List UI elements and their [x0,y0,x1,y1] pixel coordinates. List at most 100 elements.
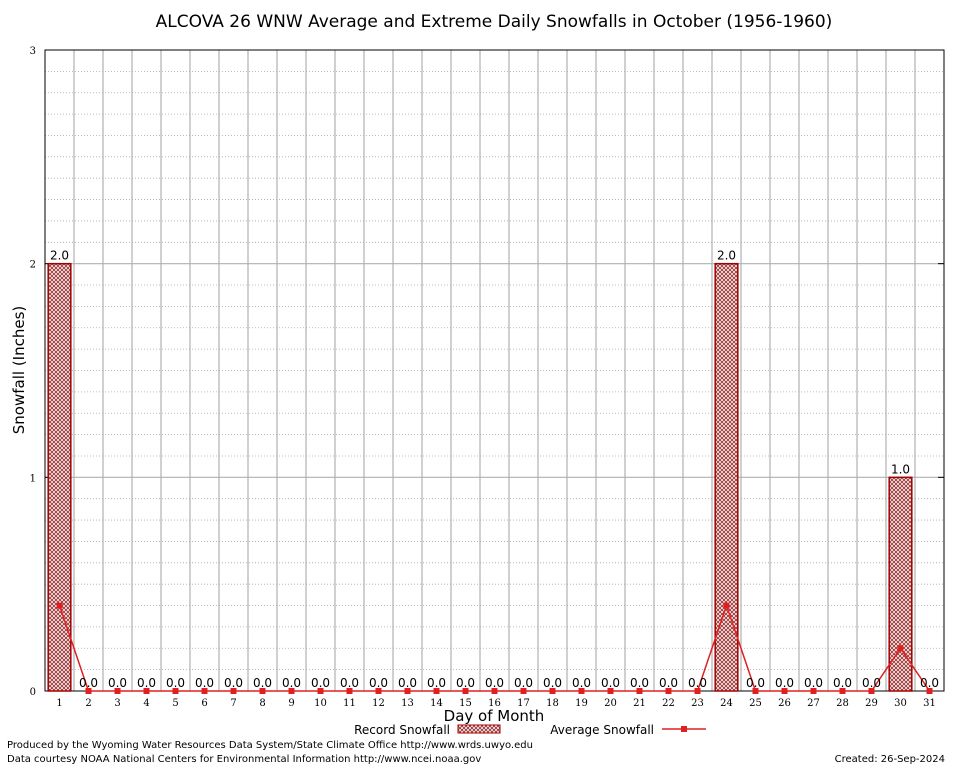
x-tick-label: 16 [488,698,501,709]
record-bar [714,262,739,692]
x-tick-label: 24 [720,698,733,709]
average-point [375,688,382,694]
bar-value-label: 0.0 [630,676,649,690]
average-point [665,688,672,694]
bar-value-label: 2.0 [50,249,69,263]
footer-credit-2: Data courtesy NOAA National Centers for … [7,754,481,765]
bar-value-label: 0.0 [543,676,562,690]
average-point [259,688,266,694]
bar-value-label: 0.0 [804,676,823,690]
x-tick-label: 6 [201,698,207,709]
average-point [926,688,933,694]
bar-value-label: 0.0 [833,676,852,690]
x-tick-label: 26 [778,698,791,709]
legend-average-marker [681,726,687,732]
x-tick-label: 7 [230,698,236,709]
x-tick-label: 27 [807,698,820,709]
x-tick-label: 8 [259,698,265,709]
x-tick-label: 10 [314,698,327,709]
x-tick-label: 25 [749,698,762,709]
bar-value-label: 0.0 [137,676,156,690]
bar-value-label: 0.0 [572,676,591,690]
bar-value-label: 0.0 [514,676,533,690]
average-point [491,688,498,694]
x-tick-label: 28 [836,698,849,709]
x-tick-label: 31 [923,698,936,709]
average-point [433,688,440,694]
bar-value-label: 0.0 [862,676,881,690]
average-point [404,688,411,694]
y-tick-label: 1 [30,473,36,484]
x-tick-label: 12 [372,698,385,709]
x-tick-label: 2 [85,698,91,709]
legend-average-label: Average Snowfall [550,723,654,737]
x-tick-label: 21 [633,698,646,709]
bar-value-label: 0.0 [79,676,98,690]
footer-credit-1: Produced by the Wyoming Water Resources … [7,740,533,751]
average-point [56,602,63,609]
x-tick-labels: 1 2 3 4 5 6 7 8 9 10 11 12 13 14 15 16 17 18 19 20 21 22 23 24 2… [56,698,936,709]
average-point [114,688,121,694]
x-tick-label: 22 [662,698,675,709]
average-point [520,688,527,694]
x-tick-label: 9 [288,698,294,709]
average-point [85,688,92,694]
x-tick-label: 23 [691,698,704,709]
x-tick-label: 5 [172,698,178,709]
bar-value-label: 0.0 [485,676,504,690]
average-point [636,688,643,694]
average-point [578,688,585,694]
x-tick-label: 13 [401,698,414,709]
record-bars [47,262,913,692]
average-point [897,645,904,652]
average-point [810,688,817,694]
bar-value-label: 0.0 [775,676,794,690]
y-axis-title: Snowfall (Inches) [10,306,28,434]
bar-value-label: 1.0 [891,462,910,476]
x-tick-label: 18 [546,698,559,709]
y-tick-label: 0 [30,687,36,698]
average-point [288,688,295,694]
x-tick-label: 4 [143,698,149,709]
bar-value-label: 0.0 [369,676,388,690]
x-tick-label: 14 [430,698,443,709]
bar-value-label: 0.0 [195,676,214,690]
x-tick-label: 19 [575,698,588,709]
bar-value-label: 0.0 [224,676,243,690]
x-axis-title: Day of Month [444,707,545,725]
grid [45,49,944,692]
average-point [723,602,730,609]
average-point [781,688,788,694]
bar-value-label: 0.0 [456,676,475,690]
x-tick-label: 30 [894,698,907,709]
y-tick-labels: 0 1 2 3 [30,46,36,698]
x-tick-label: 29 [865,698,878,709]
record-bar [888,476,913,692]
bar-value-label: 0.0 [282,676,301,690]
bar-value-label: 0.0 [688,676,707,690]
average-point [172,688,179,694]
average-point [752,688,759,694]
x-tick-label: 1 [56,698,62,709]
average-line [56,602,933,694]
bar-value-label: 0.0 [659,676,678,690]
bar-value-label: 0.0 [340,676,359,690]
x-tick-label: 11 [343,698,356,709]
average-point [694,688,701,694]
bar-value-label: 0.0 [601,676,620,690]
x-tick-label: 20 [604,698,617,709]
bar-value-label: 0.0 [253,676,272,690]
average-point [346,688,353,694]
bar-value-label: 0.0 [746,676,765,690]
average-point [607,688,614,694]
y-tick-label: 2 [30,260,36,271]
legend-record-label: Record Snowfall [354,723,450,737]
average-point [868,688,875,694]
average-point [230,688,237,694]
bar-value-label: 0.0 [427,676,446,690]
y-tick-label: 3 [30,46,36,57]
bar-value-label: 2.0 [717,249,736,263]
average-point [317,688,324,694]
legend: Record Snowfall Average Snowfall [354,723,706,737]
